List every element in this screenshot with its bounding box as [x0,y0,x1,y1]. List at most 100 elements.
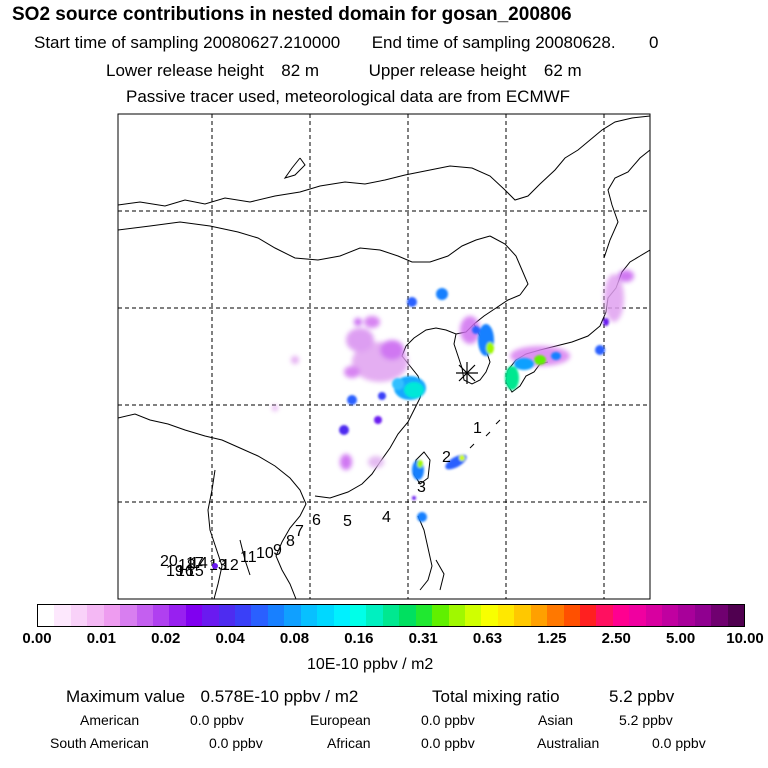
colorbar-segment [38,605,55,626]
colorbar [37,604,745,627]
start-time-label: Start time of sampling [34,33,199,52]
colorbar-segment [70,605,88,626]
colorbar-segment [399,605,416,626]
lower-height-label: Lower release height [106,61,264,80]
sampling-times: Start time of sampling 20080627.210000 E… [34,33,659,53]
region-name-american: American [80,712,140,728]
end-time-suffix: 0 [649,33,659,52]
colorbar-tick-label: 0.08 [279,630,310,647]
end-time-label: End time of sampling [371,33,531,52]
trajectory-label: 14 [190,555,208,572]
lower-height-value: 82 m [281,61,320,80]
trajectory-label: 20 [160,553,178,570]
trajectory-label: 17 [186,555,204,572]
start-time-value: 20080627.210000 [203,33,341,52]
trajectory-label: 9 [273,542,282,559]
colorbar-segment [202,605,219,626]
footprint-field [272,270,634,522]
colorbar-tick-label: 0.31 [408,630,438,647]
colorbar-tick-label: 5.00 [666,630,696,647]
map-frame [117,113,651,600]
trajectory-label: 15 [186,563,204,580]
total-mixing-ratio: Total mixing ratio 5.2 ppbv [432,687,674,707]
colorbar-segment [136,605,153,626]
lat-lon-grid [118,114,650,599]
region-value-asian: 5.2 ppbv [619,712,673,728]
colorbar-segment [464,605,482,626]
colorbar-segment [185,605,203,626]
maximum-value-number: 0.578E-10 ppbv / m2 [200,687,359,706]
colorbar-tick-label: 0.01 [86,630,116,647]
colorbar-segment [579,605,597,626]
colorbar-segment [382,605,400,626]
colorbar-units: 10E-10 ppbv / m2 [307,656,434,673]
region-name-south-american: South American [50,735,149,751]
upper-height-value: 62 m [543,61,582,80]
colorbar-segment [54,605,71,626]
colorbar-segment [645,605,663,626]
colorbar-segment [152,605,170,626]
colorbar-tick-label: 0.63 [472,630,503,647]
colorbar-segment [218,605,236,626]
region-name-australian: Australian [537,735,600,751]
colorbar-segment [333,605,351,626]
colorbar-segment [563,605,580,626]
colorbar-tick-label: 0.02 [151,630,181,647]
colorbar-segment [612,605,630,626]
colorbar-segment [103,605,121,626]
star-icon [456,362,478,384]
trajectory-label: 19 [166,563,184,580]
region-value-australian: 0.0 ppbv [652,735,706,751]
trajectory-label: 16 [176,563,194,580]
total-mixing-value: 5.2 ppbv [609,687,675,706]
colorbar-tick-label: 0.16 [344,630,374,647]
trajectory-labels: 1 2 3 4 5 6 7 8 9 10 11 12 13 14 15 16 1… [160,420,482,580]
maximum-value: Maximum value 0.578E-10 ppbv / m2 [66,687,358,707]
trajectory-label: 2 [442,449,451,466]
release-heights: Lower release height 82 m Upper release … [106,61,582,81]
colorbar-segment [87,605,104,626]
colorbar-tick-label: 2.50 [601,630,631,647]
end-time-value: 20080628. [535,33,616,52]
colorbar-segment [169,605,186,626]
trajectory-label: 1 [473,420,482,437]
colorbar-tick-label: 0.04 [215,630,245,647]
total-mixing-label: Total mixing ratio [432,687,560,706]
colorbar-segment [629,605,646,626]
colorbar-segment [415,605,433,626]
region-value-south-american: 0.0 ppbv [209,735,263,751]
upper-height-label: Upper release height [368,61,527,80]
colorbar-segment [596,605,613,626]
colorbar-segment [284,605,301,626]
region-name-european: European [310,712,371,728]
tracer-note: Passive tracer used, meteorological data… [126,87,571,106]
colorbar-tick-label: 1.25 [537,630,567,647]
colorbar-segment [235,605,252,626]
colorbar-segment [694,605,712,626]
colorbar-segment [251,605,268,626]
colorbar-tick-label: 0.00 [22,630,52,647]
maximum-value-label: Maximum value [66,687,186,706]
trajectory-label: 4 [382,509,391,526]
trajectory-label: 18 [178,557,196,574]
trajectory-label: 10 [256,545,274,562]
trajectory-label: 3 [417,479,426,496]
footprint-spot [212,563,218,569]
colorbar-segment [727,605,745,626]
colorbar-segment [120,605,137,626]
colorbar-segment [300,605,318,626]
trajectory-label: 11 [240,549,257,566]
region-name-african: African [327,735,371,751]
footprint-map: 1 2 3 4 5 6 7 8 9 10 11 12 13 14 15 16 1… [117,113,651,600]
trajectory-label: 8 [286,533,295,550]
colorbar-segment [481,605,498,626]
coastlines [118,115,650,599]
trajectory-label: 5 [343,513,352,530]
colorbar-tick-label: 10.00 [726,630,764,647]
colorbar-segment [317,605,334,626]
colorbar-segment [366,605,383,626]
colorbar-segment [514,605,531,626]
colorbar-segment [678,605,695,626]
trajectory-label: 6 [312,512,321,529]
trajectory-label: 7 [295,523,304,540]
